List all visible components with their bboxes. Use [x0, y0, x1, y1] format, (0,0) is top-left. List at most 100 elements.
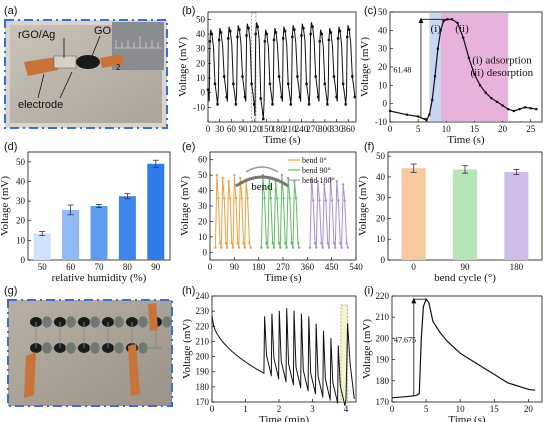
data-point — [290, 241, 293, 245]
x-tick-label: 150 — [260, 124, 274, 134]
adsorption-region — [429, 13, 441, 121]
panel-a: (a) rGO/Ag GO electrode 2 — [4, 5, 168, 129]
x-tick-label: 15 — [490, 404, 500, 414]
y-tick-label: 10 — [378, 80, 388, 90]
panel-f-label: (f) — [364, 141, 374, 153]
bar — [33, 233, 51, 260]
desorption-region — [440, 13, 509, 121]
data-point — [436, 47, 439, 50]
bar — [453, 169, 477, 260]
data-point — [518, 108, 521, 111]
x-tick-label: 4 — [344, 404, 349, 414]
plot-frame — [207, 11, 357, 123]
panel-d-label: (d) — [4, 141, 17, 153]
data-point — [332, 75, 336, 78]
data-point — [243, 246, 246, 249]
data-point — [529, 107, 532, 110]
x-tick-label: 240 — [295, 124, 309, 134]
data-point — [446, 18, 449, 21]
bend-sample-icon — [245, 166, 279, 173]
x-axis-label: Time (min) — [259, 414, 309, 422]
y-tick-label: 60 — [198, 155, 208, 165]
data-point — [323, 183, 326, 186]
data-point — [425, 119, 428, 122]
data-point — [343, 199, 346, 202]
x-tick-label: 5 — [416, 124, 421, 134]
data-point — [302, 26, 305, 30]
data-point — [294, 197, 298, 200]
sensor-leaf — [161, 315, 173, 329]
sensor-array — [30, 315, 173, 355]
ruler-ticks — [114, 36, 162, 49]
photo-a-border — [4, 19, 168, 129]
data-point — [417, 115, 420, 118]
x-tick-label: 70 — [95, 262, 105, 272]
y-tick-label: 210 — [376, 312, 390, 322]
y-tick-label: 40 — [376, 172, 386, 182]
panel-i-label: (i) — [364, 285, 374, 297]
chart-e: (e) 0 10 20 30 40 50 60 0 90 180 270 360 450 540 Time … — [179, 141, 363, 284]
data-point — [228, 197, 232, 200]
y-tick-label: 20 — [376, 213, 386, 223]
label-ruler-2: 2 — [116, 63, 121, 72]
data-point — [298, 95, 302, 99]
data-point — [320, 241, 323, 245]
data-point — [318, 40, 321, 43]
panel-g-label: (g) — [4, 285, 17, 297]
data-point — [293, 28, 296, 31]
data-point — [535, 108, 538, 111]
data-point — [277, 241, 281, 245]
data-point — [462, 36, 465, 39]
sensor-leaf — [137, 341, 149, 355]
data-point — [215, 173, 219, 177]
copper-electrode-g-right — [128, 344, 140, 396]
data-point — [353, 95, 357, 99]
x-tick-label: 300 — [318, 124, 332, 134]
copper-electrode-right — [100, 54, 124, 68]
x-axis-label: Time (s) — [448, 414, 486, 422]
data-point — [217, 38, 221, 42]
x-tick-label: 0 — [390, 404, 395, 414]
y-tick-label: 190 — [376, 355, 390, 365]
sensor-leaf — [137, 315, 149, 329]
x-tick-label: 270 — [306, 124, 320, 134]
data-point — [307, 103, 311, 106]
y-tick-label: 200 — [196, 352, 210, 362]
bend-arc-icon — [235, 175, 289, 188]
y-axis-label: Voltage (mV) — [177, 37, 189, 97]
data-point — [254, 32, 257, 36]
y-tick-label: 10 — [16, 235, 26, 245]
data-point — [245, 34, 248, 37]
data-point — [298, 246, 301, 249]
y-tick-label: 30 — [16, 196, 26, 206]
data-point — [334, 246, 337, 249]
data-point — [344, 103, 347, 106]
x-tick-label: 80 — [123, 262, 133, 272]
data-point — [326, 103, 329, 106]
data-point — [225, 246, 229, 249]
data-point — [236, 35, 239, 39]
arrow-head — [411, 297, 417, 304]
data-point — [210, 32, 214, 36]
data-point — [237, 246, 241, 249]
annotation-value: 47.675 — [394, 336, 416, 345]
data-point — [218, 241, 222, 245]
data-point — [216, 103, 219, 106]
x-tick-label: 330 — [330, 124, 344, 134]
data-point — [271, 241, 274, 245]
data-point — [311, 199, 315, 202]
data-point — [501, 104, 504, 107]
y-tick-label: 170 — [376, 397, 390, 407]
x-axis-label: Time (s) — [263, 134, 301, 146]
x-tick-label: 60 — [66, 262, 76, 272]
y-tick-label: 30 — [378, 44, 388, 54]
y-tick-label: -10 — [193, 102, 205, 112]
plot-frame — [391, 295, 543, 403]
data-point — [473, 73, 476, 76]
data-point — [431, 98, 434, 102]
sensor-leaf — [65, 341, 77, 355]
data-point — [495, 100, 499, 103]
copper-electrode-left — [24, 57, 58, 76]
data-point — [234, 197, 238, 200]
